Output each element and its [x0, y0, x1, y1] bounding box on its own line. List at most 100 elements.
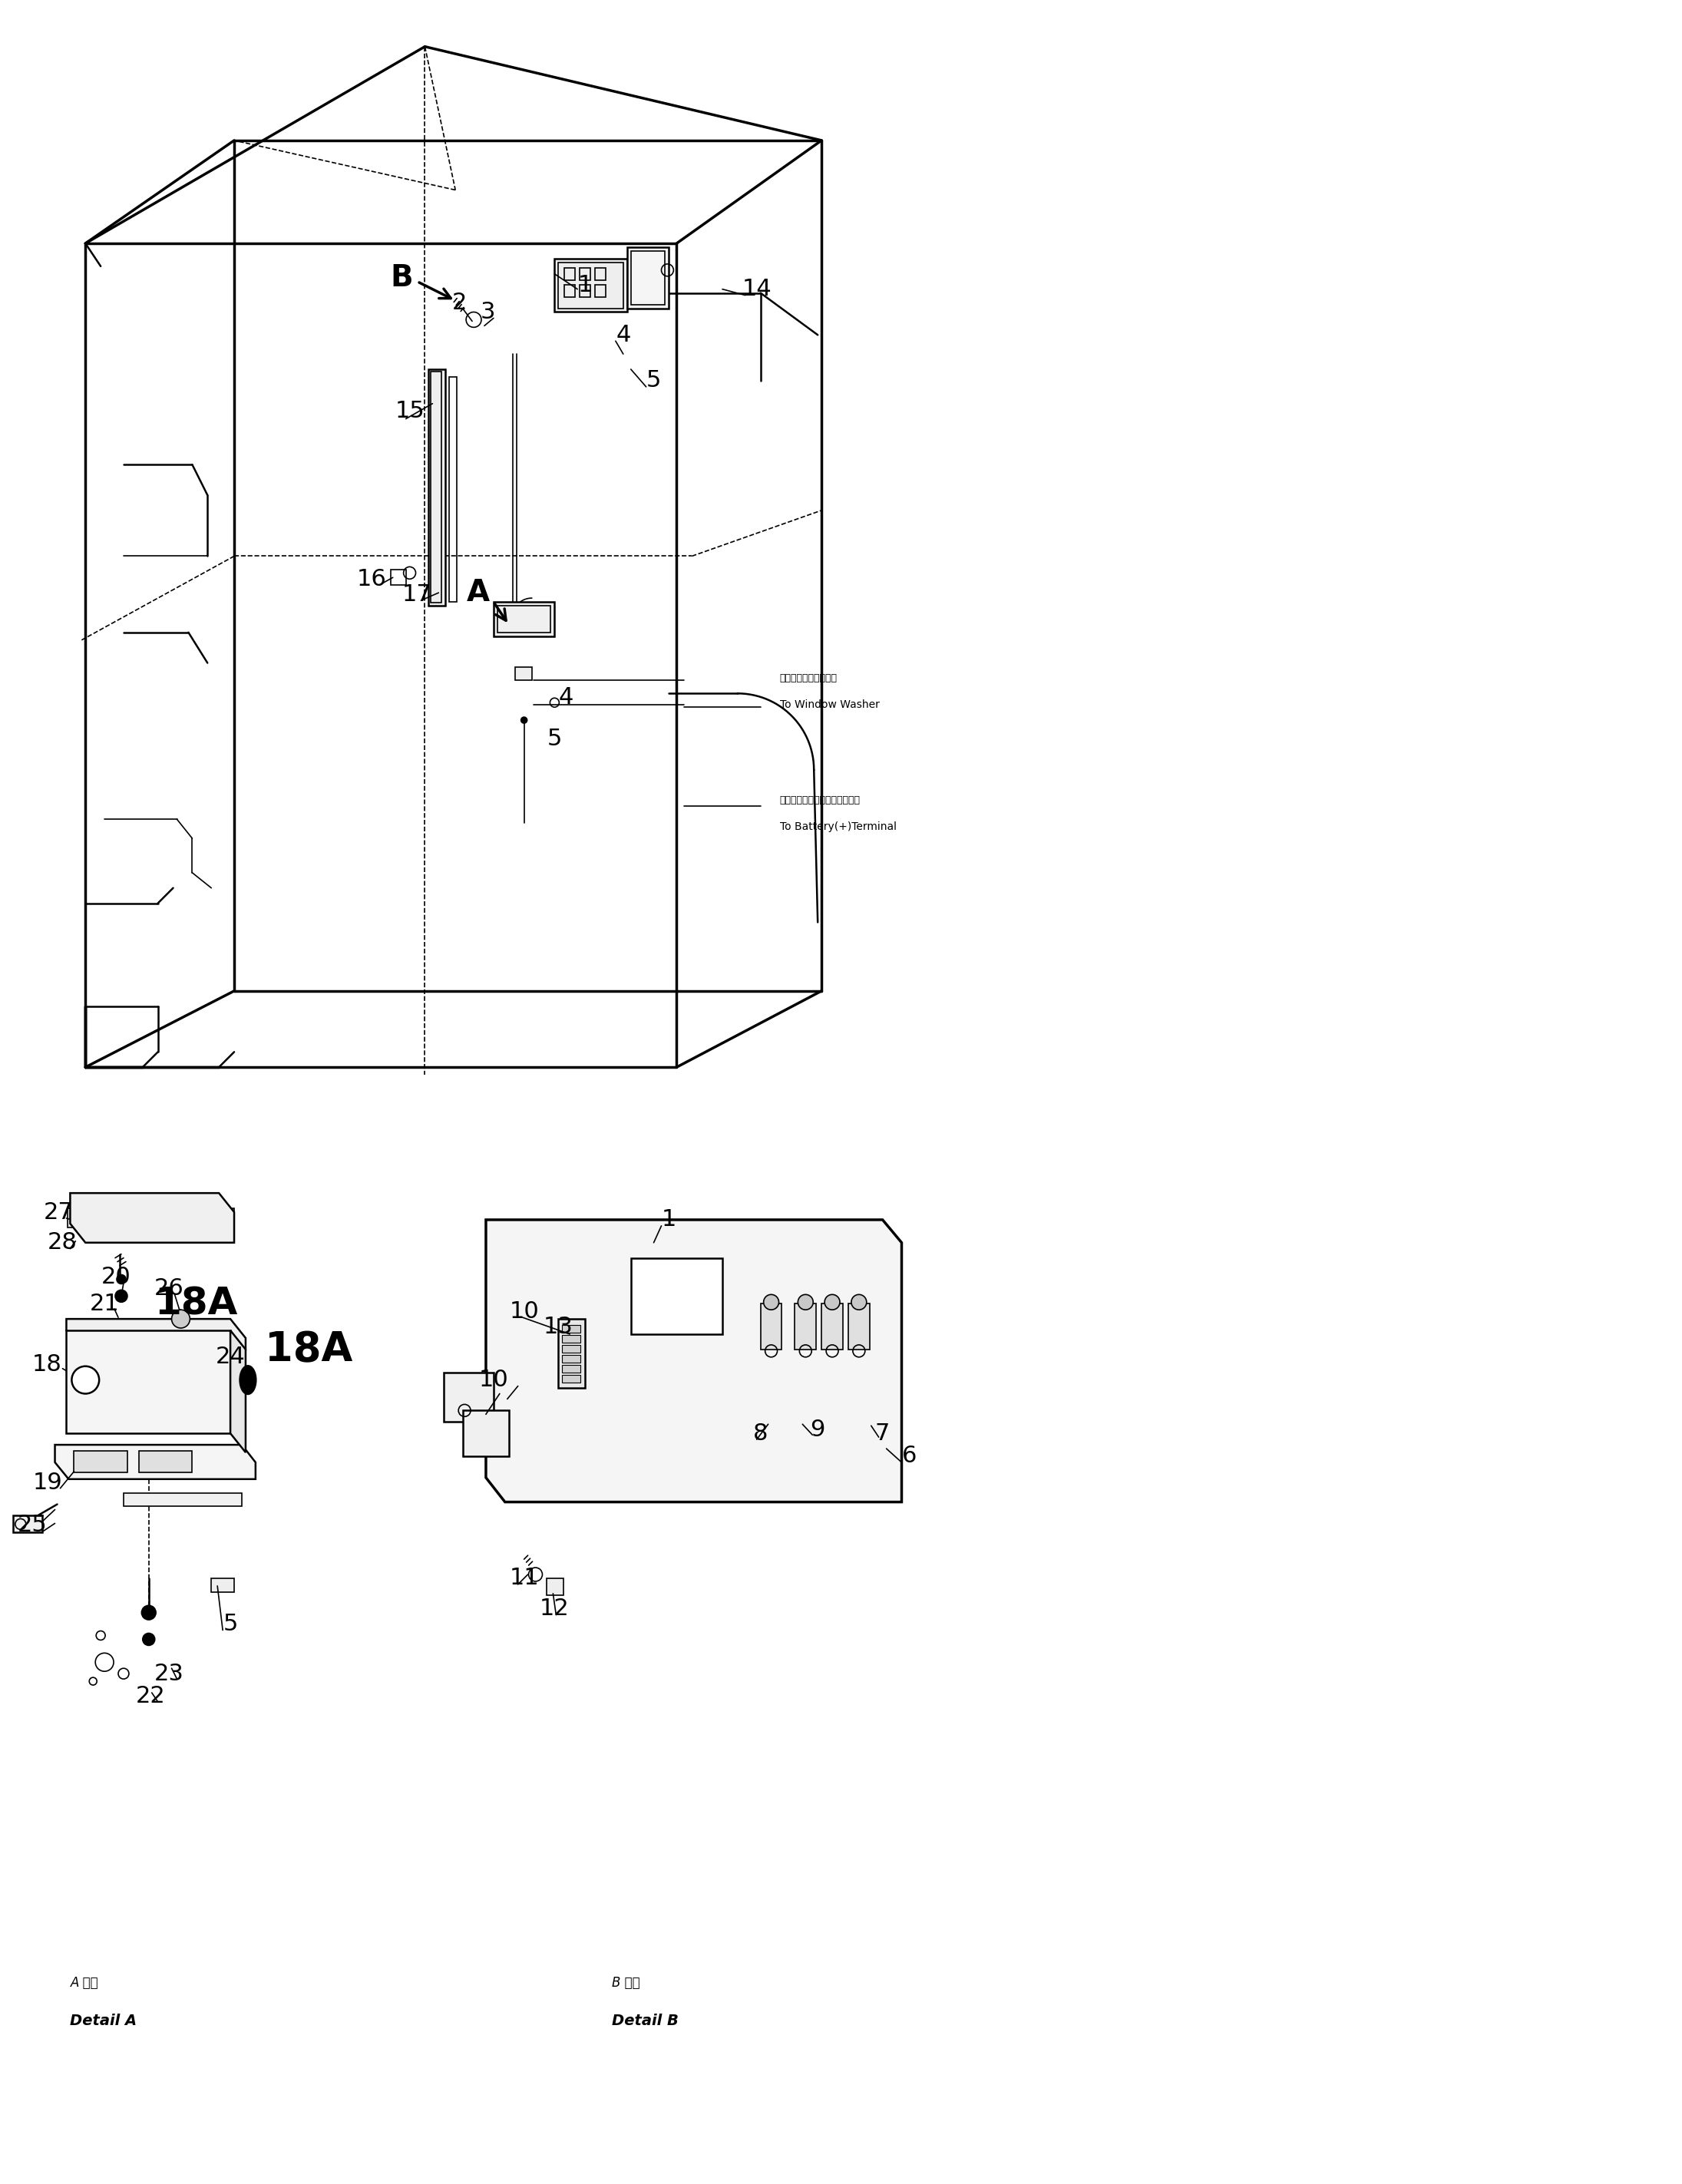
Text: 5: 5	[646, 369, 661, 391]
Bar	[175, 1345, 185, 1376]
Bar	[220, 1208, 234, 1227]
Bar	[143, 1345, 153, 1376]
Circle shape	[141, 1605, 156, 1621]
Circle shape	[797, 1295, 812, 1310]
Bar	[760, 1304, 782, 1350]
Bar	[429, 369, 446, 605]
Bar	[449, 378, 458, 603]
Circle shape	[824, 1295, 839, 1310]
Bar	[562, 1345, 580, 1352]
Circle shape	[521, 716, 526, 723]
Circle shape	[114, 1291, 128, 1302]
Text: 22: 22	[135, 1686, 165, 1708]
Text: 7: 7	[875, 1422, 890, 1444]
Bar	[158, 1341, 219, 1417]
Bar	[565, 284, 575, 297]
Bar	[580, 269, 590, 280]
Bar	[431, 371, 442, 603]
Circle shape	[143, 1634, 155, 1645]
Circle shape	[172, 1310, 190, 1328]
Text: 2: 2	[452, 293, 466, 314]
Text: 1: 1	[661, 1208, 676, 1232]
Bar	[161, 1345, 172, 1376]
Bar	[515, 666, 532, 681]
Bar	[595, 269, 606, 280]
Circle shape	[116, 1275, 126, 1284]
Bar	[562, 1334, 580, 1343]
Polygon shape	[66, 1319, 246, 1350]
Text: 27: 27	[44, 1201, 74, 1223]
Text: Detail B: Detail B	[612, 2014, 678, 2029]
Polygon shape	[123, 1494, 242, 1505]
Text: 10: 10	[479, 1369, 508, 1391]
Text: 19: 19	[32, 1472, 62, 1494]
Text: To Battery(+)Terminal: To Battery(+)Terminal	[779, 821, 897, 832]
Text: 25: 25	[17, 1514, 47, 1535]
Text: 28: 28	[47, 1232, 77, 1254]
Bar	[390, 570, 405, 585]
Text: 10: 10	[510, 1299, 538, 1324]
Bar	[555, 258, 627, 312]
Bar	[93, 1206, 192, 1221]
Text: A: A	[466, 579, 489, 607]
Text: バッテリー（＋）ターミナルへ: バッテリー（＋）ターミナルへ	[779, 795, 860, 806]
Text: 15: 15	[395, 400, 424, 422]
Text: 20: 20	[101, 1267, 131, 1289]
Text: ウインドウォッシャへ: ウインドウォッシャへ	[779, 673, 838, 684]
Text: 14: 14	[742, 277, 772, 299]
Bar	[562, 1354, 580, 1363]
Bar	[13, 1516, 42, 1533]
Bar	[188, 1345, 198, 1376]
Bar	[796, 1304, 816, 1350]
Text: 9: 9	[811, 1417, 826, 1441]
Circle shape	[72, 1367, 99, 1393]
Text: 4: 4	[558, 686, 574, 708]
Bar	[463, 1411, 508, 1457]
Bar	[82, 1199, 212, 1232]
Bar	[498, 605, 550, 633]
Bar	[631, 251, 664, 304]
Text: 18A: 18A	[264, 1330, 353, 1369]
Text: 5: 5	[224, 1614, 237, 1636]
Bar	[130, 1345, 140, 1376]
Circle shape	[851, 1295, 866, 1310]
Text: 12: 12	[540, 1599, 570, 1621]
Text: 17: 17	[402, 583, 432, 605]
Text: 21: 21	[89, 1293, 119, 1315]
Text: 4: 4	[616, 323, 631, 345]
Bar	[821, 1304, 843, 1350]
Bar	[74, 1450, 128, 1472]
Polygon shape	[230, 1330, 246, 1452]
Circle shape	[764, 1295, 779, 1310]
Bar	[67, 1208, 82, 1227]
Bar	[140, 1450, 192, 1472]
Polygon shape	[486, 1221, 902, 1503]
Bar	[562, 1374, 580, 1382]
Bar	[547, 1579, 563, 1594]
Text: 11: 11	[510, 1568, 538, 1590]
Ellipse shape	[239, 1365, 256, 1393]
Bar	[113, 1341, 150, 1417]
Bar	[595, 284, 606, 297]
Bar	[631, 1258, 722, 1334]
Bar	[627, 247, 669, 308]
Polygon shape	[71, 1192, 234, 1243]
Bar	[204, 1345, 212, 1376]
Bar	[562, 1326, 580, 1332]
Text: 1: 1	[577, 275, 592, 297]
Bar	[565, 269, 575, 280]
Text: 16: 16	[357, 568, 387, 590]
Bar	[558, 1319, 585, 1387]
Text: 18: 18	[32, 1354, 62, 1376]
Polygon shape	[56, 1446, 256, 1479]
Text: 13: 13	[543, 1315, 574, 1337]
Text: A 詳細: A 詳細	[71, 1977, 98, 1990]
Text: 8: 8	[754, 1422, 769, 1444]
Bar	[493, 603, 555, 636]
Text: 23: 23	[155, 1662, 185, 1684]
Text: 3: 3	[479, 301, 495, 323]
Text: 24: 24	[215, 1345, 246, 1367]
Polygon shape	[66, 1330, 230, 1433]
Text: B 詳細: B 詳細	[612, 1977, 639, 1990]
Text: 18A: 18A	[155, 1284, 237, 1321]
